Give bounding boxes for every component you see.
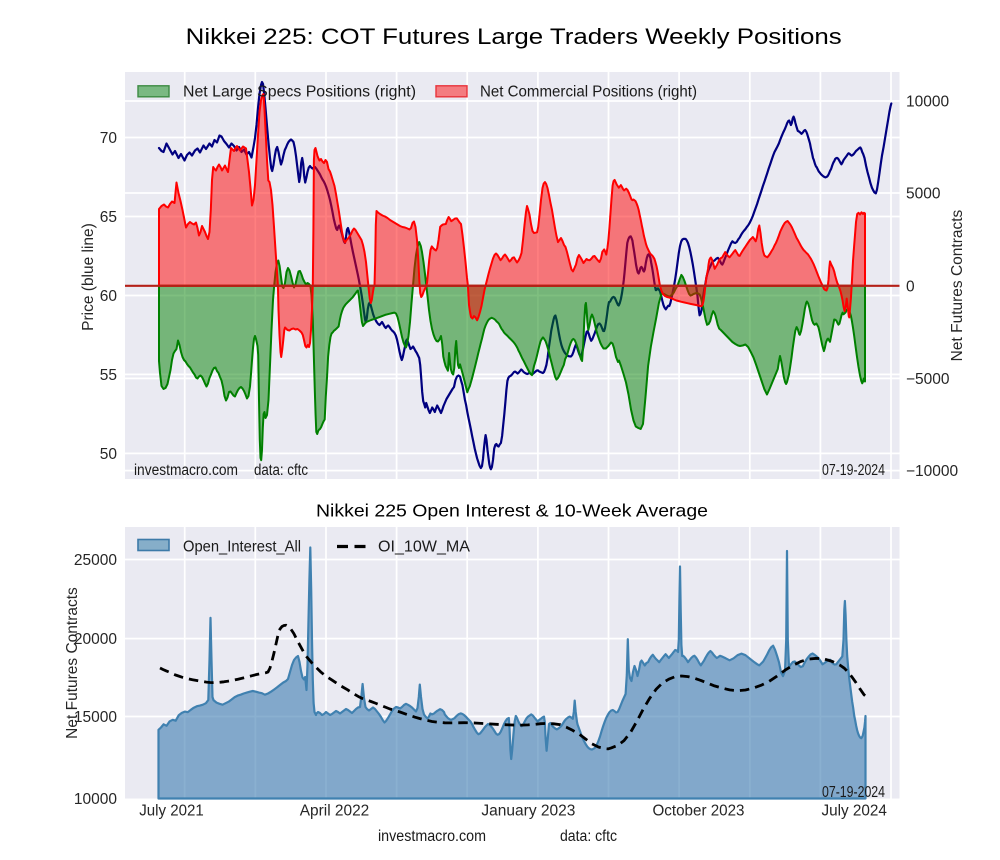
svg-text:Net Futures Contracts: Net Futures Contracts — [64, 587, 81, 739]
svg-text:65: 65 — [100, 209, 117, 226]
svg-text:20000: 20000 — [74, 631, 117, 648]
svg-text:10000: 10000 — [74, 791, 117, 808]
svg-text:Nikkei 225: COT Futures Large: Nikkei 225: COT Futures Large Traders We… — [186, 24, 842, 49]
svg-text:50: 50 — [100, 446, 118, 463]
svg-text:70: 70 — [100, 130, 118, 147]
svg-text:0: 0 — [906, 278, 915, 295]
svg-text:July 2024: July 2024 — [821, 803, 887, 820]
svg-text:−5000: −5000 — [906, 371, 950, 388]
svg-text:October 2023: October 2023 — [653, 803, 745, 820]
svg-text:data: cftc: data: cftc — [254, 462, 308, 479]
svg-text:07-19-2024: 07-19-2024 — [822, 462, 885, 479]
svg-text:Net Large Specs Positions (rig: Net Large Specs Positions (right) — [183, 84, 416, 101]
svg-text:OI_10W_MA: OI_10W_MA — [378, 539, 471, 556]
svg-text:July 2021: July 2021 — [139, 803, 204, 820]
svg-text:January 2023: January 2023 — [481, 803, 575, 820]
svg-text:55: 55 — [100, 367, 117, 384]
svg-text:5000: 5000 — [906, 186, 941, 203]
svg-text:Price (blue line): Price (blue line) — [80, 223, 97, 331]
svg-text:Net Commercial Positions (righ: Net Commercial Positions (right) — [480, 84, 697, 101]
svg-text:−10000: −10000 — [906, 463, 959, 480]
svg-text:investmacro.com: investmacro.com — [134, 462, 238, 479]
svg-text:15000: 15000 — [74, 709, 117, 726]
svg-text:60: 60 — [100, 288, 118, 305]
svg-text:April 2022: April 2022 — [300, 803, 370, 820]
svg-text:10000: 10000 — [906, 94, 949, 111]
svg-text:data: cftc: data: cftc — [560, 828, 617, 845]
svg-text:Nikkei 225 Open Interest & 10-: Nikkei 225 Open Interest & 10-Week Avera… — [316, 501, 708, 521]
svg-text:07-19-2024: 07-19-2024 — [822, 784, 885, 801]
svg-text:25000: 25000 — [74, 552, 117, 569]
svg-text:investmacro.com: investmacro.com — [378, 828, 486, 845]
svg-text:Open_Interest_All: Open_Interest_All — [183, 539, 301, 556]
svg-text:Net Futures Contracts: Net Futures Contracts — [949, 209, 966, 361]
